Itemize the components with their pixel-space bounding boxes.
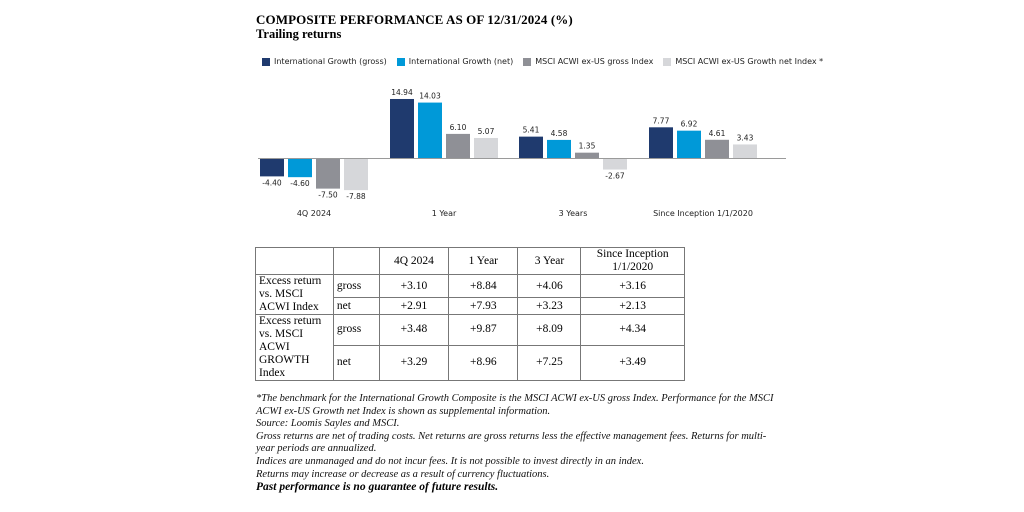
legend-label: MSCI ACWI ex-US gross Index	[535, 57, 654, 66]
bar-group: -4.40 -4.60 -7.50 -7.88 14.94 14.03 6.10 5.07 5.…	[260, 88, 757, 201]
legend-swatch	[396, 57, 405, 66]
footnotes: *The benchmark for the International Gro…	[256, 393, 776, 494]
bar-data-label: 4.61	[709, 129, 726, 138]
bar	[547, 139, 571, 158]
footnote: Gross returns are net of trading costs. …	[256, 430, 767, 455]
bar-data-label: 5.41	[523, 126, 540, 135]
bar	[390, 98, 414, 158]
bar	[575, 152, 599, 158]
legend-item: International Growth (net)	[396, 57, 514, 66]
bar	[705, 139, 729, 158]
footnote: Returns may increase or decrease as a re…	[256, 468, 550, 480]
bar-data-label: 5.07	[478, 127, 495, 136]
table-header: 4Q 2024	[378, 247, 450, 275]
legend-swatch	[523, 57, 532, 66]
footnote: *The benchmark for the International Gro…	[256, 393, 774, 417]
page-title: COMPOSITE PERFORMANCE AS OF 12/31/2024 (…	[256, 12, 573, 27]
legend-label: International Growth (gross)	[274, 57, 387, 66]
bar	[649, 127, 673, 158]
legend-swatch	[262, 57, 270, 66]
page-subtitle: Trailing returns	[256, 27, 342, 41]
category-label: 3 Years	[559, 209, 588, 218]
disclaimer: Past performance is no guarantee of futu…	[256, 481, 499, 494]
bar	[474, 137, 498, 158]
table-cell: +3.29	[378, 344, 450, 382]
bar-data-label: 14.03	[419, 92, 441, 101]
table-row: Excess return vs. MSCI ACWI GROWTH Index…	[255, 314, 685, 381]
bar-data-label: 6.10	[450, 123, 467, 132]
chart-legend: International Growth (gross) Internation…	[262, 57, 823, 66]
bar-data-label: 1.35	[579, 142, 596, 151]
legend-swatch	[663, 57, 672, 66]
row-type: net	[332, 297, 380, 315]
table-cell: +7.93	[448, 297, 519, 315]
bar-data-label: -4.40	[262, 178, 282, 187]
bar	[446, 133, 470, 158]
bar-data-label: 4.58	[551, 129, 568, 138]
legend-item: MSCI ACWI ex-US gross Index	[523, 57, 653, 66]
table-cell: +3.49	[580, 344, 685, 382]
legend-label: MSCI ACWI ex-US Growth net Index *	[675, 57, 824, 66]
legend-item: International Growth (gross)	[262, 57, 387, 66]
table-header	[332, 247, 380, 275]
table-cell: +4.06	[517, 273, 582, 299]
table-cell: +9.87	[448, 314, 519, 346]
bar	[677, 130, 701, 158]
bar	[733, 144, 757, 158]
bar	[316, 159, 340, 189]
row-group-label: Excess return vs. MSCI ACWI Index	[255, 274, 334, 315]
bar-data-label: -2.67	[605, 172, 625, 181]
table-cell: +3.23	[517, 297, 582, 315]
table-cell: +8.09	[517, 314, 582, 346]
category-label: 4Q 2024	[297, 209, 331, 218]
row-group-label: Excess return vs. MSCI ACWI GROWTH Index	[255, 314, 334, 381]
bar-data-label: -7.50	[318, 191, 338, 200]
footnote: Source: Loomis Sayles and MSCI.	[256, 418, 400, 430]
table-cell: +7.25	[517, 344, 582, 382]
table-header-row: 4Q 2024 1 Year 3 Year Since Inception 1/…	[255, 247, 685, 275]
table-row: Excess return vs. MSCI ACWI Index gross …	[255, 273, 685, 315]
table-header	[255, 247, 334, 275]
table-cell: +8.96	[448, 344, 519, 382]
table-cell: +2.13	[580, 297, 685, 315]
table-cell: +3.48	[378, 314, 450, 346]
category-label: Since Inception 1/1/2020	[653, 209, 753, 218]
table-header: Since Inception 1/1/2020	[580, 247, 685, 275]
table-cell: +3.16	[580, 273, 685, 299]
bar	[418, 102, 442, 158]
bar-data-label: 3.43	[737, 133, 754, 142]
legend-item: MSCI ACWI ex-US Growth net Index *	[663, 57, 823, 66]
bar	[519, 136, 543, 158]
bar-chart: -4.40 -4.60 -7.50 -7.88 14.94 14.03 6.10 5.07 5.…	[258, 88, 786, 218]
table-header: 3 Year	[517, 247, 582, 275]
table-cell: +8.84	[448, 273, 519, 299]
bar	[344, 159, 368, 191]
bar-data-label: 7.77	[653, 116, 670, 125]
category-label: 1 Year	[432, 209, 457, 218]
bar	[288, 159, 312, 178]
table-cell: +4.34	[580, 314, 685, 346]
bar-data-label: 6.92	[681, 120, 698, 129]
row-type: gross	[332, 273, 380, 299]
table-cell: +2.91	[378, 297, 450, 315]
row-type: net	[332, 344, 380, 382]
bar	[260, 159, 284, 177]
table-row: net +3.29 +8.96 +7.25 +3.49	[256, 344, 685, 382]
bar-data-label: -4.60	[290, 179, 310, 188]
table-header: 1 Year	[448, 247, 519, 275]
category-labels: 4Q 2024 1 Year 3 Years Since Inception 1/1/…	[297, 209, 753, 218]
bar-data-label: 14.94	[391, 88, 413, 97]
row-type: gross	[332, 314, 380, 346]
legend-label: International Growth (net)	[408, 57, 514, 66]
footnote: Indices are unmanaged and do not incur f…	[256, 455, 644, 467]
bar	[603, 159, 627, 170]
bar-data-label: -7.88	[346, 192, 366, 201]
excess-return-table: 4Q 2024 1 Year 3 Year Since Inception 1/…	[255, 247, 685, 382]
table-cell: +3.10	[378, 273, 450, 299]
